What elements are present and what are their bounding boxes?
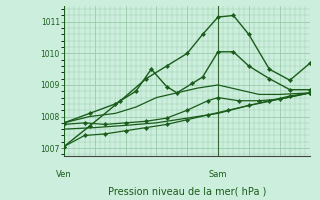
Text: Ven: Ven [56,170,72,179]
Text: Pression niveau de la mer( hPa ): Pression niveau de la mer( hPa ) [108,186,266,196]
Text: Sam: Sam [209,170,227,179]
